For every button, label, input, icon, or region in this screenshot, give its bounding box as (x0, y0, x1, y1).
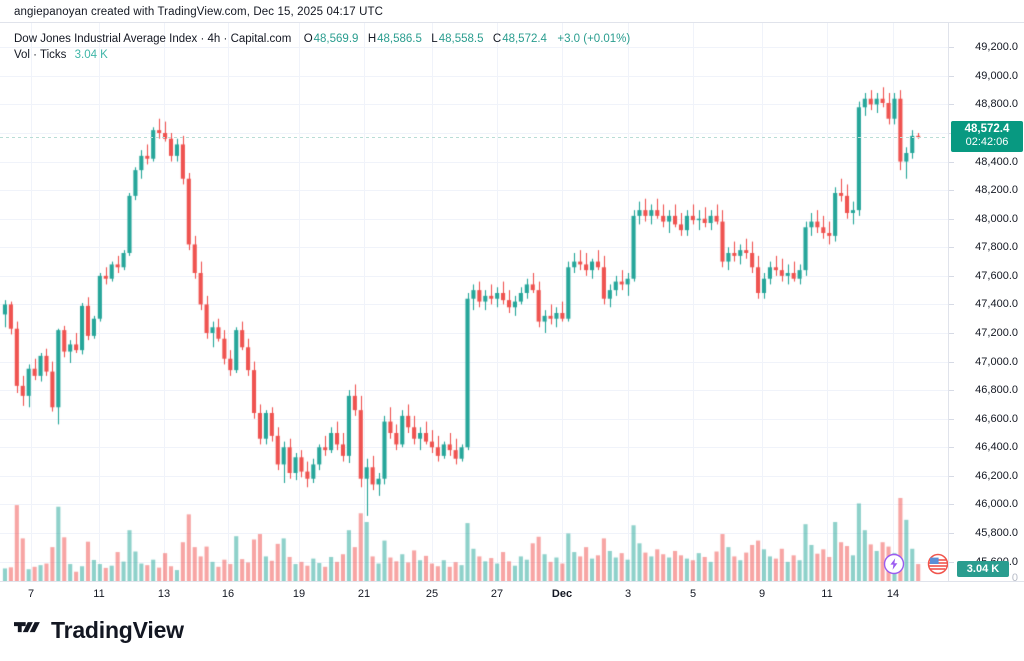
current-price-value: 48,572.4 (964, 122, 1010, 135)
price-axis-tick (949, 219, 954, 220)
price-axis[interactable]: 49,200.049,000.048,800.048,600.048,400.0… (948, 23, 1024, 584)
attribution-text: angiepanoyan created with TradingView.co… (14, 6, 384, 18)
time-axis-label: 9 (758, 588, 766, 600)
price-axis-tick (949, 390, 954, 391)
time-axis-label: 11 (93, 588, 105, 600)
time-axis-label: 14 (886, 588, 900, 600)
legend-volume-title[interactable]: Vol · Ticks (14, 49, 67, 61)
price-axis-tick (949, 476, 954, 477)
price-axis-tick (949, 104, 954, 105)
price-axis-tick (949, 304, 954, 305)
lightning-bolt-icon[interactable] (883, 553, 905, 580)
legend-close-value: 48,572.4 (502, 33, 547, 45)
legend-high-value: 48,586.5 (377, 33, 422, 45)
volume-badge[interactable]: 3.04 K (957, 561, 1009, 577)
price-axis-tick (949, 419, 954, 420)
legend-open-value: 48,569.9 (313, 33, 359, 45)
price-axis-label: 48,200.0 (975, 184, 1018, 197)
legend-symbol[interactable]: Dow Jones Industrial Average Index (14, 33, 198, 45)
price-axis-label: 47,400.0 (975, 298, 1018, 311)
legend-volume-value: 3.04 K (74, 49, 108, 61)
legend-sep-1: · (200, 33, 205, 45)
price-axis-tick (949, 447, 954, 448)
price-axis-label: 47,200.0 (975, 327, 1018, 339)
price-axis-label: 48,800.0 (975, 98, 1018, 111)
price-axis-tick (949, 47, 954, 48)
price-axis-tick (949, 562, 954, 563)
legend-open-label: O (303, 33, 313, 45)
price-axis-tick (949, 533, 954, 534)
price-axis-tick (949, 247, 954, 248)
legend-low-label: L (431, 33, 438, 45)
time-axis-label: Dec (551, 588, 573, 600)
price-axis-label: 45,800.0 (975, 527, 1018, 539)
bar-countdown: 02:42:06 (965, 135, 1009, 148)
footer: TradingView (0, 604, 1024, 661)
chart-pane[interactable] (0, 23, 948, 581)
price-axis-label: 46,800.0 (975, 384, 1018, 397)
price-axis-label: 48,400.0 (975, 155, 1018, 168)
time-axis-label: 13 (157, 588, 171, 600)
time-axis-label: 19 (292, 588, 306, 600)
legend-interval[interactable]: 4h (207, 33, 221, 45)
price-axis-tick (949, 76, 954, 77)
legend-high-label: H (367, 33, 377, 45)
price-axis-tick (949, 162, 954, 163)
tradingview-mark-icon (14, 622, 40, 633)
time-axis-label: 3 (624, 588, 632, 600)
time-axis-label: 7 (27, 588, 35, 600)
price-axis-tick (949, 504, 954, 505)
legend-main-row: Dow Jones Industrial Average Index · 4h … (14, 31, 630, 47)
time-axis-label: 11 (821, 588, 833, 600)
price-axis-label: 49,200.0 (975, 41, 1018, 54)
current-price-line (0, 137, 948, 138)
tradingview-wordmark: TradingView (51, 617, 184, 643)
price-axis-label: 46,400.0 (975, 441, 1018, 454)
time-axis-label: 16 (221, 588, 235, 600)
price-axis-tick (949, 362, 954, 363)
current-price-badge[interactable]: 48,572.4 02:42:06 (951, 120, 1023, 152)
time-axis-label: 5 (689, 588, 697, 600)
price-axis-label: 46,600.0 (975, 412, 1018, 425)
price-axis-tick (949, 190, 954, 191)
chart-legend: Dow Jones Industrial Average Index · 4h … (14, 31, 630, 63)
legend-sep-2: · (223, 33, 228, 45)
time-axis-label: 27 (490, 588, 504, 600)
chart-frame: Dow Jones Industrial Average Index · 4h … (0, 22, 1024, 605)
legend-low-value: 48,558.5 (438, 33, 484, 45)
price-axis-label: 47,800.0 (975, 241, 1018, 254)
time-axis[interactable]: 7 11 13 16 19 21 25 27 Dec 3 5 9 11 14 (0, 581, 1024, 605)
price-axis-tick (949, 333, 954, 334)
legend-change-value: +3.0 (+0.01%) (557, 33, 631, 45)
tradingview-logo[interactable]: TradingView (14, 617, 184, 644)
price-axis-label: 47,000.0 (975, 355, 1018, 368)
legend-close-label: C (492, 33, 502, 45)
time-axis-label: 25 (425, 588, 439, 600)
time-axis-label: 21 (357, 588, 371, 600)
price-axis-label: 48,000.0 (975, 212, 1018, 225)
legend-volume-row: Vol · Ticks 3.04 K (14, 47, 630, 63)
us-flag-icon[interactable] (927, 553, 948, 580)
price-axis-label: 49,000.0 (975, 69, 1018, 82)
price-axis-label: 47,600.0 (975, 269, 1018, 282)
price-axis-label: 46,000.0 (975, 498, 1018, 511)
candlestick-canvas[interactable] (0, 23, 948, 581)
volume-zero-label: 0 (1011, 572, 1018, 584)
price-axis-tick (949, 276, 954, 277)
legend-source[interactable]: Capital.com (230, 33, 292, 45)
price-axis-label: 46,200.0 (975, 469, 1018, 482)
